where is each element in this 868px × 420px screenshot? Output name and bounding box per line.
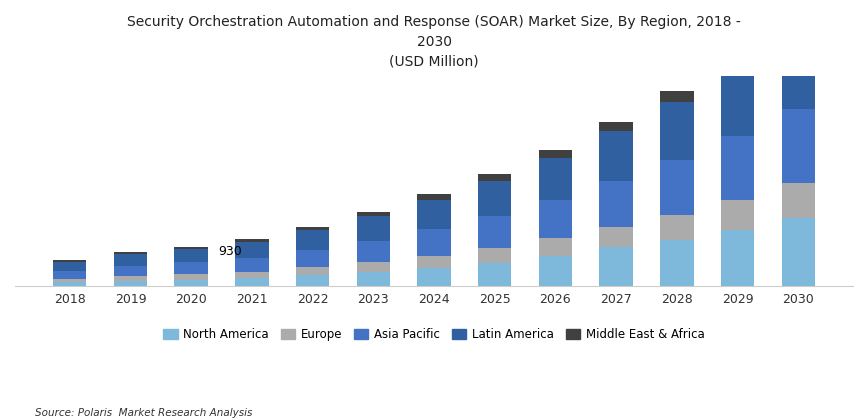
Bar [781, 183, 815, 218]
Bar [600, 247, 633, 286]
Bar [539, 256, 572, 286]
Bar [53, 270, 87, 278]
Bar [174, 280, 207, 286]
Bar [174, 249, 207, 262]
Bar [296, 267, 329, 275]
Bar [720, 55, 754, 69]
Bar [114, 276, 148, 281]
Bar [661, 160, 694, 215]
Bar [781, 218, 815, 286]
Bar [114, 281, 148, 286]
Legend: North America, Europe, Asia Pacific, Latin America, Middle East & Africa: North America, Europe, Asia Pacific, Lat… [159, 323, 709, 346]
Bar [235, 278, 268, 286]
Bar [174, 247, 207, 249]
Bar [418, 194, 450, 200]
Bar [53, 262, 87, 270]
Bar [53, 260, 87, 262]
Bar [53, 278, 87, 282]
Bar [418, 268, 450, 286]
Bar [418, 256, 450, 268]
Bar [296, 249, 329, 267]
Bar [781, 33, 815, 109]
Bar [539, 200, 572, 238]
Bar [357, 241, 390, 262]
Bar [357, 212, 390, 216]
Bar [357, 272, 390, 286]
Bar [235, 242, 268, 257]
Bar [600, 227, 633, 247]
Bar [114, 254, 148, 265]
Bar [418, 229, 450, 256]
Text: Source: Polaris  Market Research Analysis: Source: Polaris Market Research Analysis [35, 408, 252, 418]
Bar [661, 240, 694, 286]
Bar [235, 272, 268, 278]
Bar [478, 181, 511, 216]
Bar [539, 158, 572, 200]
Bar [600, 181, 633, 227]
Bar [478, 262, 511, 286]
Bar [53, 282, 87, 286]
Bar [600, 131, 633, 181]
Bar [235, 239, 268, 242]
Bar [720, 200, 754, 230]
Bar [478, 248, 511, 262]
Bar [781, 17, 815, 33]
Bar [720, 69, 754, 136]
Bar [174, 262, 207, 274]
Bar [661, 215, 694, 240]
Bar [478, 174, 511, 181]
Bar [114, 252, 148, 254]
Bar [720, 230, 754, 286]
Bar [357, 216, 390, 241]
Bar [661, 102, 694, 160]
Bar [174, 274, 207, 280]
Bar [720, 136, 754, 200]
Bar [357, 262, 390, 272]
Bar [114, 265, 148, 276]
Title: Security Orchestration Automation and Response (SOAR) Market Size, By Region, 20: Security Orchestration Automation and Re… [127, 15, 741, 68]
Bar [600, 122, 633, 131]
Bar [661, 91, 694, 102]
Bar [296, 275, 329, 286]
Bar [418, 200, 450, 229]
Bar [235, 257, 268, 272]
Bar [781, 109, 815, 183]
Bar [296, 230, 329, 249]
Bar [296, 227, 329, 230]
Bar [478, 216, 511, 248]
Bar [539, 150, 572, 158]
Bar [539, 238, 572, 256]
Text: 930: 930 [219, 244, 242, 257]
